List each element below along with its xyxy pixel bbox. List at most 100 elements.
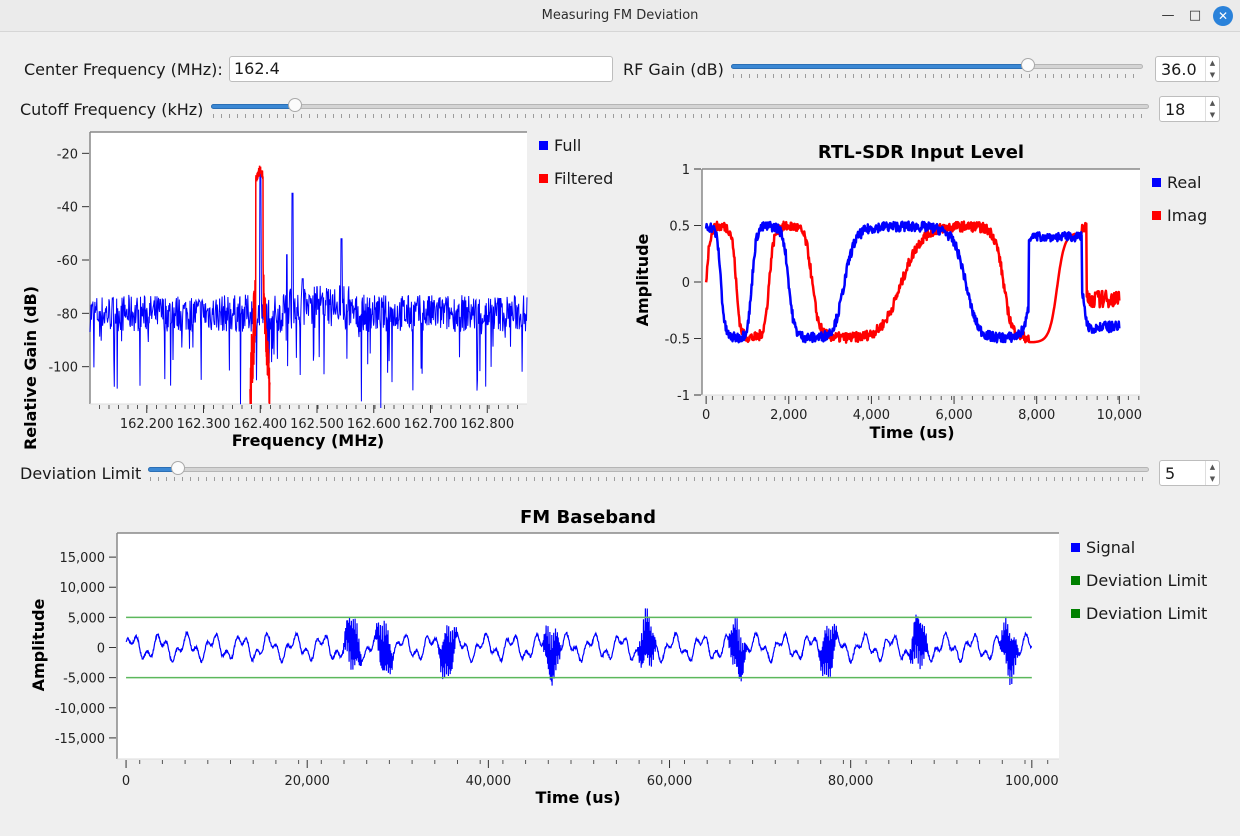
- y-tick-label: 0: [97, 642, 105, 657]
- frequency-spectrum-chart: Frequency (MHz) Relative Gain (dB) 162.2…: [21, 131, 528, 450]
- x-tick-label: 60,000: [647, 774, 693, 789]
- x-tick-label: 20,000: [284, 774, 330, 789]
- y-tick-label: -20: [57, 147, 78, 162]
- legend-swatch: [1071, 543, 1080, 552]
- legend-item[interactable]: Signal: [1071, 538, 1207, 571]
- x-tick-label: 162.600: [347, 417, 401, 432]
- chart-ylabel: Amplitude: [633, 233, 652, 326]
- legend-item[interactable]: Real: [1152, 173, 1207, 206]
- x-tick-label: 162.200: [120, 417, 174, 432]
- series-imag-line: [704, 220, 1121, 344]
- slider-handle[interactable]: [288, 98, 303, 112]
- x-minor-ticks: [99, 405, 518, 409]
- x-tick-label: 0: [122, 774, 130, 789]
- input-level-chart: RTL-SDR Input Level Time (us) Amplitude …: [633, 142, 1142, 442]
- chart-title: FM Baseband: [520, 507, 656, 528]
- legend-label: Imag: [1167, 206, 1208, 225]
- spin-down-icon[interactable]: ▼: [1209, 475, 1216, 483]
- center-frequency-input[interactable]: 162.4: [229, 56, 613, 82]
- slider-fill: [731, 64, 1028, 69]
- cutoff-spinbox[interactable]: 18 ▲ ▼: [1159, 96, 1220, 122]
- deviation-limit-slider[interactable]: [148, 461, 1149, 483]
- y-tick-label: -0.5: [665, 333, 690, 348]
- x-tick-label: 162.500: [290, 417, 344, 432]
- legend-item[interactable]: Full: [539, 136, 613, 169]
- spinbox-value[interactable]: 36.0: [1161, 60, 1197, 79]
- slider-handle[interactable]: [1020, 58, 1035, 72]
- x-minor-ticks: [711, 396, 1140, 400]
- y-tick-label: 5,000: [68, 611, 105, 626]
- series-real-line: [704, 220, 1121, 344]
- spinbox-value[interactable]: 5: [1165, 464, 1176, 483]
- legend-swatch: [539, 174, 548, 183]
- center-frequency-label: Center Frequency (MHz):: [24, 60, 223, 79]
- legend-label: Full: [554, 136, 582, 155]
- baseband-legend: Signal Deviation Limit Deviation Limit: [1071, 538, 1207, 637]
- y-tick-label: 1: [682, 163, 690, 178]
- slider-ticks: [150, 477, 1147, 481]
- slider-fill: [211, 104, 296, 109]
- spinbox-value[interactable]: 18: [1165, 100, 1186, 119]
- legend-label: Deviation Limit: [1086, 571, 1208, 590]
- chart-ylabel: Relative Gain (dB): [21, 286, 40, 450]
- maximize-icon[interactable]: □: [1188, 8, 1202, 23]
- legend-item[interactable]: Deviation Limit: [1071, 571, 1207, 604]
- y-tick-label: -5,000: [63, 672, 105, 687]
- x-tick-label: 162.700: [404, 417, 458, 432]
- x-tick-label: 0: [702, 408, 710, 423]
- series-filtered-line: [249, 165, 271, 405]
- x-tick-label: 162.300: [177, 417, 231, 432]
- y-tick-label: 0.5: [669, 220, 690, 235]
- spin-down-icon[interactable]: ▼: [1209, 71, 1216, 79]
- close-icon[interactable]: ✕: [1213, 6, 1233, 26]
- spin-up-icon[interactable]: ▲: [1209, 59, 1216, 67]
- legend-swatch: [1071, 609, 1080, 618]
- spin-up-icon[interactable]: ▲: [1209, 463, 1216, 471]
- y-tick-label: -100: [48, 361, 78, 376]
- cutoff-frequency-label: Cutoff Frequency (kHz): [20, 100, 204, 119]
- cutoff-slider[interactable]: [211, 98, 1149, 120]
- y-tick-label: -80: [57, 307, 78, 322]
- legend-item[interactable]: Deviation Limit: [1071, 604, 1207, 637]
- slider-ticks: [733, 74, 1141, 78]
- slider-handle[interactable]: [171, 461, 186, 475]
- rf-gain-spinbox[interactable]: 36.0 ▲ ▼: [1155, 56, 1220, 82]
- deviation-limit-spinbox[interactable]: 5 ▲ ▼: [1159, 460, 1220, 486]
- plot-canvas: [90, 132, 527, 404]
- window-title: Measuring FM Deviation: [541, 8, 699, 23]
- spin-down-icon[interactable]: ▼: [1209, 111, 1216, 119]
- input-level-legend: Real Imag: [1152, 173, 1207, 239]
- y-tick-label: -15,000: [55, 732, 105, 747]
- x-tick-label: 100,000: [1005, 774, 1059, 789]
- x-tick-label: 6,000: [935, 408, 972, 423]
- y-tick-label: 0: [682, 276, 690, 291]
- title-bar: Measuring FM Deviation — □ ✕: [0, 0, 1240, 32]
- slider-groove: [211, 104, 1149, 109]
- plot-canvas: [702, 169, 1140, 395]
- chart-title: RTL-SDR Input Level: [818, 142, 1024, 163]
- y-tick-label: -1: [677, 389, 690, 404]
- spin-up-icon[interactable]: ▲: [1209, 99, 1216, 107]
- legend-item[interactable]: Imag: [1152, 206, 1207, 239]
- deviation-limit-label: Deviation Limit: [20, 464, 142, 483]
- y-tick-label: 10,000: [60, 581, 106, 596]
- rf-gain-slider[interactable]: [731, 58, 1143, 80]
- legend-swatch: [539, 141, 548, 150]
- legend-swatch: [1152, 211, 1161, 220]
- x-tick-label: 4,000: [853, 408, 890, 423]
- legend-item[interactable]: Filtered: [539, 169, 613, 202]
- legend-label: Filtered: [554, 169, 614, 188]
- x-tick-label: 2,000: [770, 408, 807, 423]
- legend-label: Real: [1167, 173, 1202, 192]
- legend-label: Signal: [1086, 538, 1136, 557]
- rf-gain-label: RF Gain (dB): [623, 60, 724, 79]
- fm-baseband-chart: FM Baseband Time (us) Amplitude 0 20,000 4…: [29, 507, 1059, 807]
- minimize-icon[interactable]: —: [1161, 8, 1175, 23]
- chart-xlabel: Frequency (MHz): [232, 431, 384, 450]
- spectrum-legend: Full Filtered: [539, 136, 613, 202]
- chart-ylabel: Amplitude: [29, 598, 48, 691]
- x-tick-label: 162.400: [233, 417, 287, 432]
- x-tick-label: 80,000: [828, 774, 874, 789]
- x-tick-label: 40,000: [466, 774, 512, 789]
- y-tick-label: -60: [57, 254, 78, 269]
